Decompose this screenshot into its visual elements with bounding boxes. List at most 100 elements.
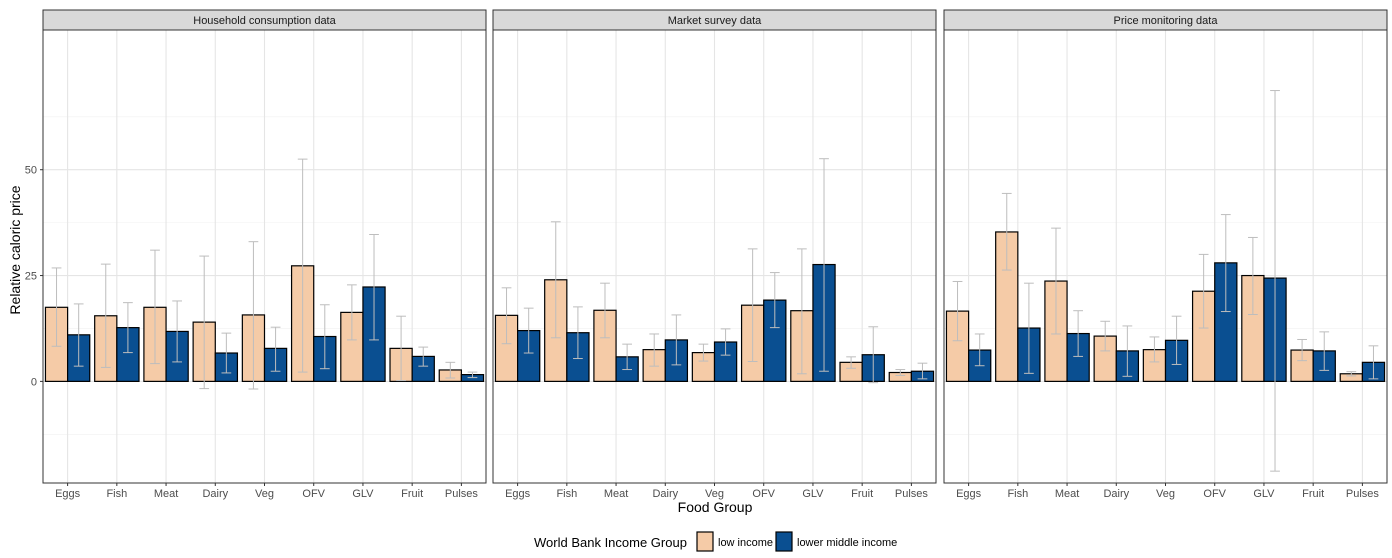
error-bar [868, 326, 879, 384]
error-bar [1297, 338, 1307, 362]
error-bar [550, 221, 561, 339]
x-tick-label: OFV [302, 488, 325, 500]
x-tick-label: Fruit [1302, 488, 1324, 500]
error-bar [1100, 320, 1111, 352]
error-bar [952, 280, 963, 342]
error-bar [1001, 192, 1012, 271]
x-tick-label: Meat [1055, 488, 1079, 500]
x-tick-label: OFV [752, 488, 775, 500]
error-bar [819, 158, 829, 372]
axes-layer: Relative caloric price Food Group 0 25 50 [7, 165, 753, 515]
error-bar [769, 272, 780, 329]
facet-panel-3: Price monitoring data Eggs Fish Meat Dairy Ve… [943, 9, 1388, 500]
x-tick-label: GLV [1253, 488, 1275, 500]
x-tick-label: Fish [556, 488, 577, 500]
error-bar [51, 267, 62, 347]
facet-panel-1: Household consumption data Eggs Fish Meat Da… [42, 9, 487, 500]
error-bar [199, 255, 210, 390]
x-tick-label: Fish [1007, 488, 1028, 500]
error-bar [1319, 331, 1330, 371]
x-tick-label: OFV [1203, 488, 1226, 500]
error-bar [123, 302, 133, 354]
legend: World Bank Income Group low income lower … [534, 531, 897, 552]
error-bar [1122, 325, 1133, 377]
error-bar [649, 333, 660, 367]
x-tick-label: Fruit [851, 488, 873, 500]
facet-title: Household consumption data [193, 15, 336, 27]
x-tick-label: Veg [255, 488, 274, 500]
error-bar [671, 314, 682, 366]
facet-panel-2: Market survey data Eggs Fish Meat Dairy Veg OF… [492, 9, 937, 500]
error-bar [1198, 253, 1209, 329]
error-bar [1220, 214, 1231, 313]
error-bar [1171, 315, 1182, 365]
x-tick-label: Veg [705, 488, 724, 500]
x-tick-label: Eggs [505, 488, 531, 500]
y-tick-label: 0 [31, 376, 37, 388]
x-tick-label: Pulses [1346, 488, 1380, 500]
x-tick-label: Dairy [1103, 488, 1129, 500]
error-bar [1051, 227, 1061, 335]
error-bar [747, 248, 758, 362]
error-bar [1346, 371, 1357, 377]
error-bar [418, 346, 429, 367]
x-tick-label: Veg [1156, 488, 1175, 500]
facet-title: Market survey data [668, 15, 762, 27]
legend-swatch-low-income [696, 531, 714, 552]
error-bar [1149, 336, 1160, 363]
error-bar [396, 315, 406, 382]
facet-title: Price monitoring data [1114, 15, 1219, 27]
x-tick-label: Fruit [401, 488, 423, 500]
error-bar [974, 333, 985, 367]
x-tick-label: Meat [154, 488, 178, 500]
legend-swatch-lower-middle-income [775, 531, 793, 552]
error-bar [573, 306, 583, 360]
x-tick-label: Eggs [55, 488, 81, 500]
y-tick-label: 25 [25, 271, 37, 283]
x-tick-label: Dairy [652, 488, 678, 500]
error-bar [248, 241, 259, 390]
error-bar [1247, 236, 1258, 316]
error-bar [501, 287, 512, 345]
x-tick-label: Pulses [895, 488, 929, 500]
error-bar [523, 307, 534, 354]
error-bar [73, 303, 84, 367]
x-tick-label: Fish [106, 488, 127, 500]
legend-items: low income lower middle income [696, 531, 897, 552]
x-tick-label: Eggs [956, 488, 982, 500]
x-axis-title: Food Group [678, 499, 753, 515]
error-bar [221, 332, 232, 374]
error-bar [1368, 345, 1379, 380]
error-bar [622, 343, 633, 371]
panels-layer: Household consumption data Eggs Fish Meat Da… [42, 9, 1388, 500]
error-bar [796, 248, 807, 375]
y-axis-title: Relative caloric price [7, 185, 23, 314]
error-bar [720, 328, 731, 356]
error-bar [467, 371, 478, 379]
legend-label: low income [718, 537, 773, 549]
error-bar [445, 361, 456, 379]
error-bar [369, 233, 379, 341]
error-bar [1024, 282, 1034, 374]
x-tick-label: Pulses [445, 488, 479, 500]
error-bar [1073, 310, 1084, 357]
error-bar [1270, 90, 1280, 472]
error-bar [270, 326, 281, 372]
x-tick-label: Dairy [202, 488, 228, 500]
error-bar [917, 362, 928, 380]
error-bar [895, 369, 906, 376]
error-bar [172, 300, 183, 363]
error-bar [846, 356, 856, 369]
legend-title: World Bank Income Group [534, 535, 687, 550]
y-tick-label: 50 [25, 165, 37, 177]
error-bar [297, 158, 308, 373]
error-bar [319, 304, 330, 370]
x-tick-label: Meat [604, 488, 628, 500]
error-bar [600, 282, 610, 339]
error-bar [150, 249, 160, 365]
error-bar [346, 284, 357, 341]
legend-label: lower middle income [797, 537, 897, 549]
error-bar [698, 343, 709, 362]
